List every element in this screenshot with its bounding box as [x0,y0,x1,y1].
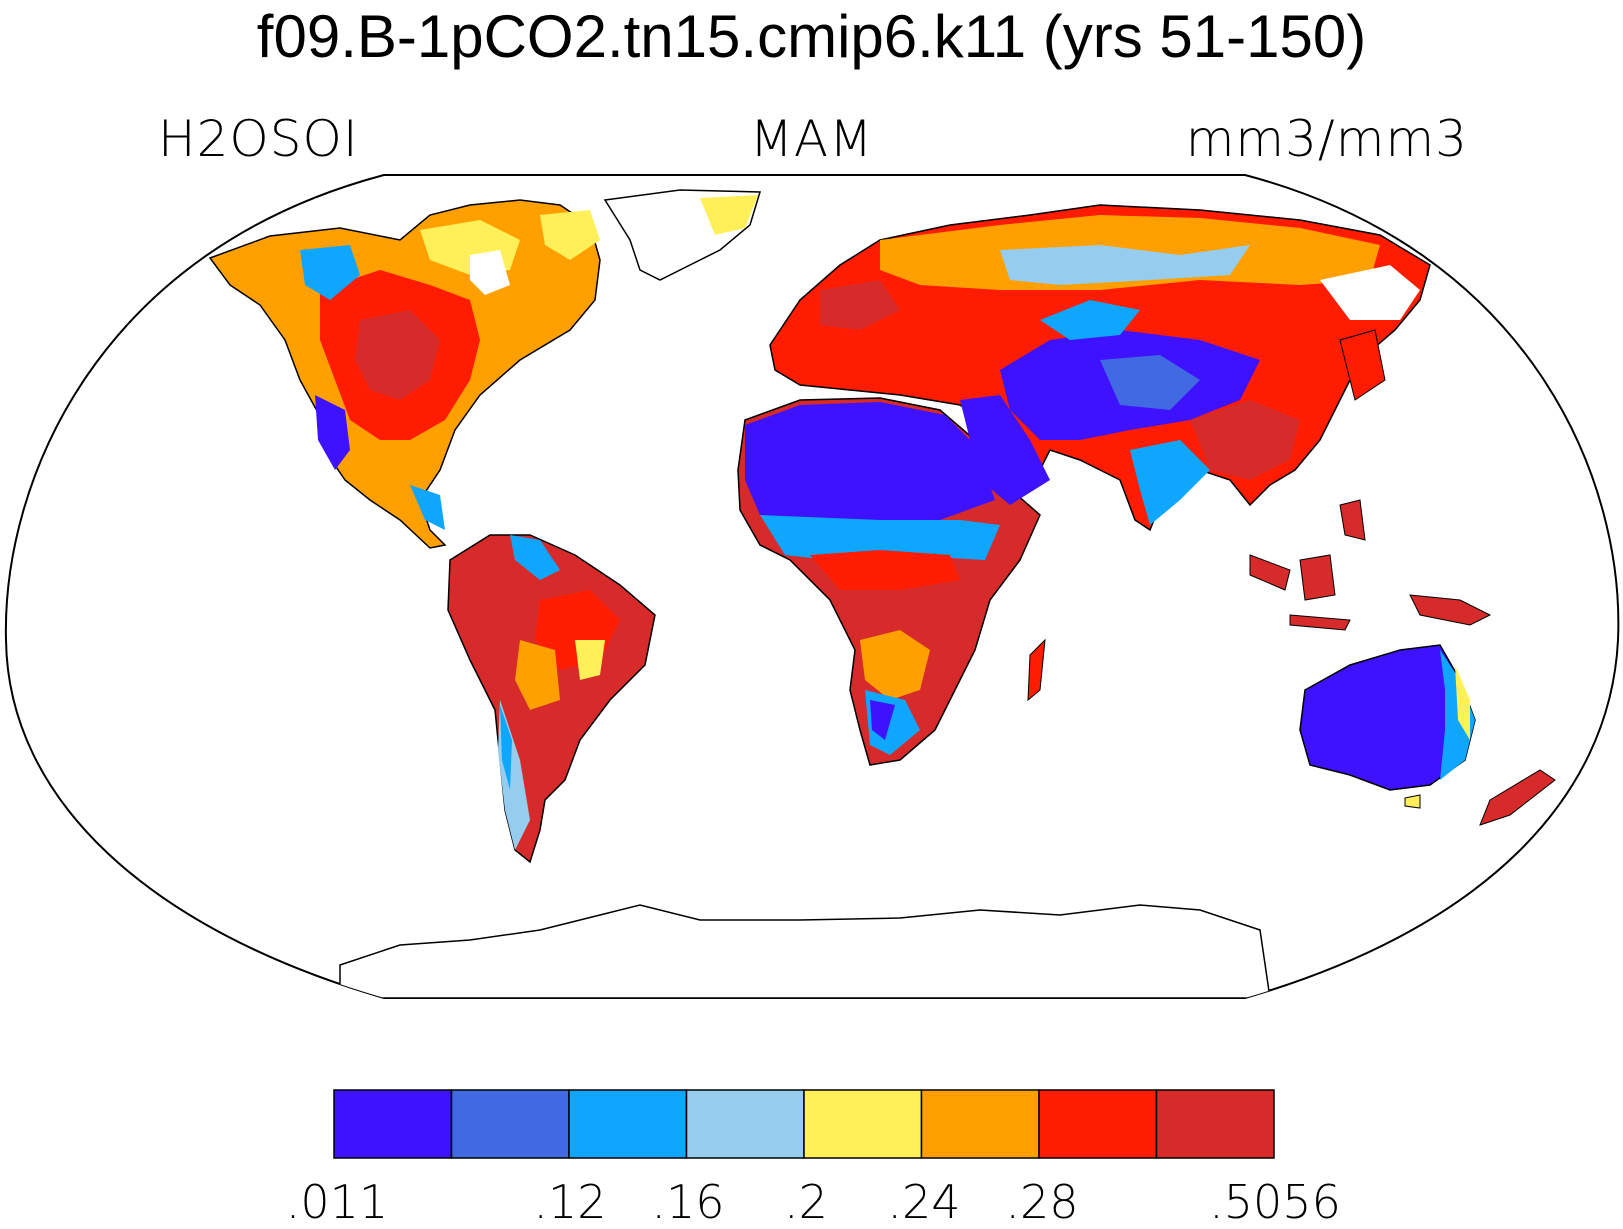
colorbar-swatch [333,1089,453,1159]
colorbar-tick-label: .011 [285,1175,389,1229]
colorbar-tick-label: .16 [651,1175,725,1229]
colorbar-tick-label: .5056 [1209,1175,1341,1229]
north-america-landmass [208,199,601,549]
colorbar-swatch [1038,1089,1158,1159]
variable-label: H2OSOI [158,110,359,168]
colorbar-swatch [920,1089,1040,1159]
africa-landmass [737,397,1046,766]
colorbar [333,1089,1275,1159]
colorbar-tick-label: .24 [887,1175,961,1229]
colorbar-swatch [450,1089,570,1159]
colorbar-tick-label: .28 [1005,1175,1079,1229]
colorbar-swatch [803,1089,923,1159]
eurasia-landmass [769,204,1431,532]
colorbar-tick-label: .2 [784,1175,828,1229]
maritime-southeast-asia [1249,499,1492,631]
antarctica-landmass [339,904,1271,998]
season-label: MAM [749,110,874,168]
colorbar-tick-label: .12 [533,1175,607,1229]
colorbar-swatch [685,1089,805,1159]
units-label: mm3/mm3 [1185,110,1468,168]
south-america-landmass [447,534,656,864]
colorbar-swatch [568,1089,688,1159]
map-title: f09.B-1pCO2.tn15.cmip6.k11 (yrs 51-150) [256,3,1367,70]
australia-landmass [1299,644,1556,826]
colorbar-swatch [1155,1089,1275,1159]
